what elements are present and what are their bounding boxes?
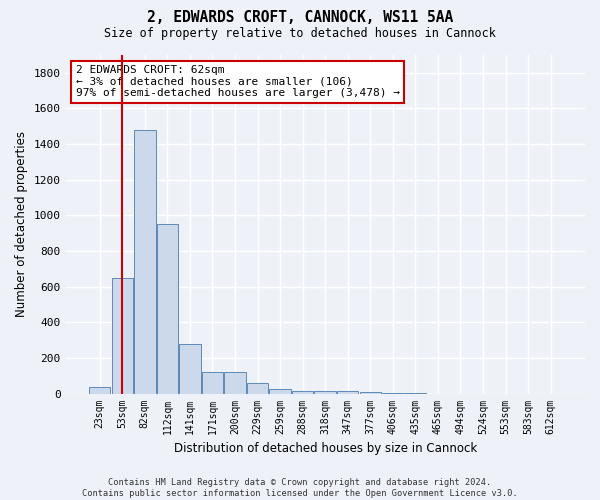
Bar [134, 130, 155, 394]
Text: 2 EDWARDS CROFT: 62sqm
← 3% of detached houses are smaller (106)
97% of semi-det: 2 EDWARDS CROFT: 62sqm ← 3% of detached … [76, 65, 400, 98]
Bar [179, 344, 200, 394]
Text: Contains HM Land Registry data © Crown copyright and database right 2024.
Contai: Contains HM Land Registry data © Crown c… [82, 478, 518, 498]
Text: 2, EDWARDS CROFT, CANNOCK, WS11 5AA: 2, EDWARDS CROFT, CANNOCK, WS11 5AA [147, 10, 453, 25]
Bar [382, 392, 404, 394]
Bar [359, 392, 381, 394]
Bar [404, 392, 426, 394]
Bar [202, 372, 223, 394]
Bar [224, 372, 246, 394]
Bar [112, 278, 133, 394]
X-axis label: Distribution of detached houses by size in Cannock: Distribution of detached houses by size … [173, 442, 477, 455]
Bar [314, 391, 336, 394]
Bar [337, 391, 358, 394]
Bar [292, 391, 313, 394]
Bar [89, 388, 110, 394]
Bar [157, 224, 178, 394]
Text: Size of property relative to detached houses in Cannock: Size of property relative to detached ho… [104, 28, 496, 40]
Bar [269, 389, 291, 394]
Bar [247, 383, 268, 394]
Y-axis label: Number of detached properties: Number of detached properties [15, 132, 28, 318]
